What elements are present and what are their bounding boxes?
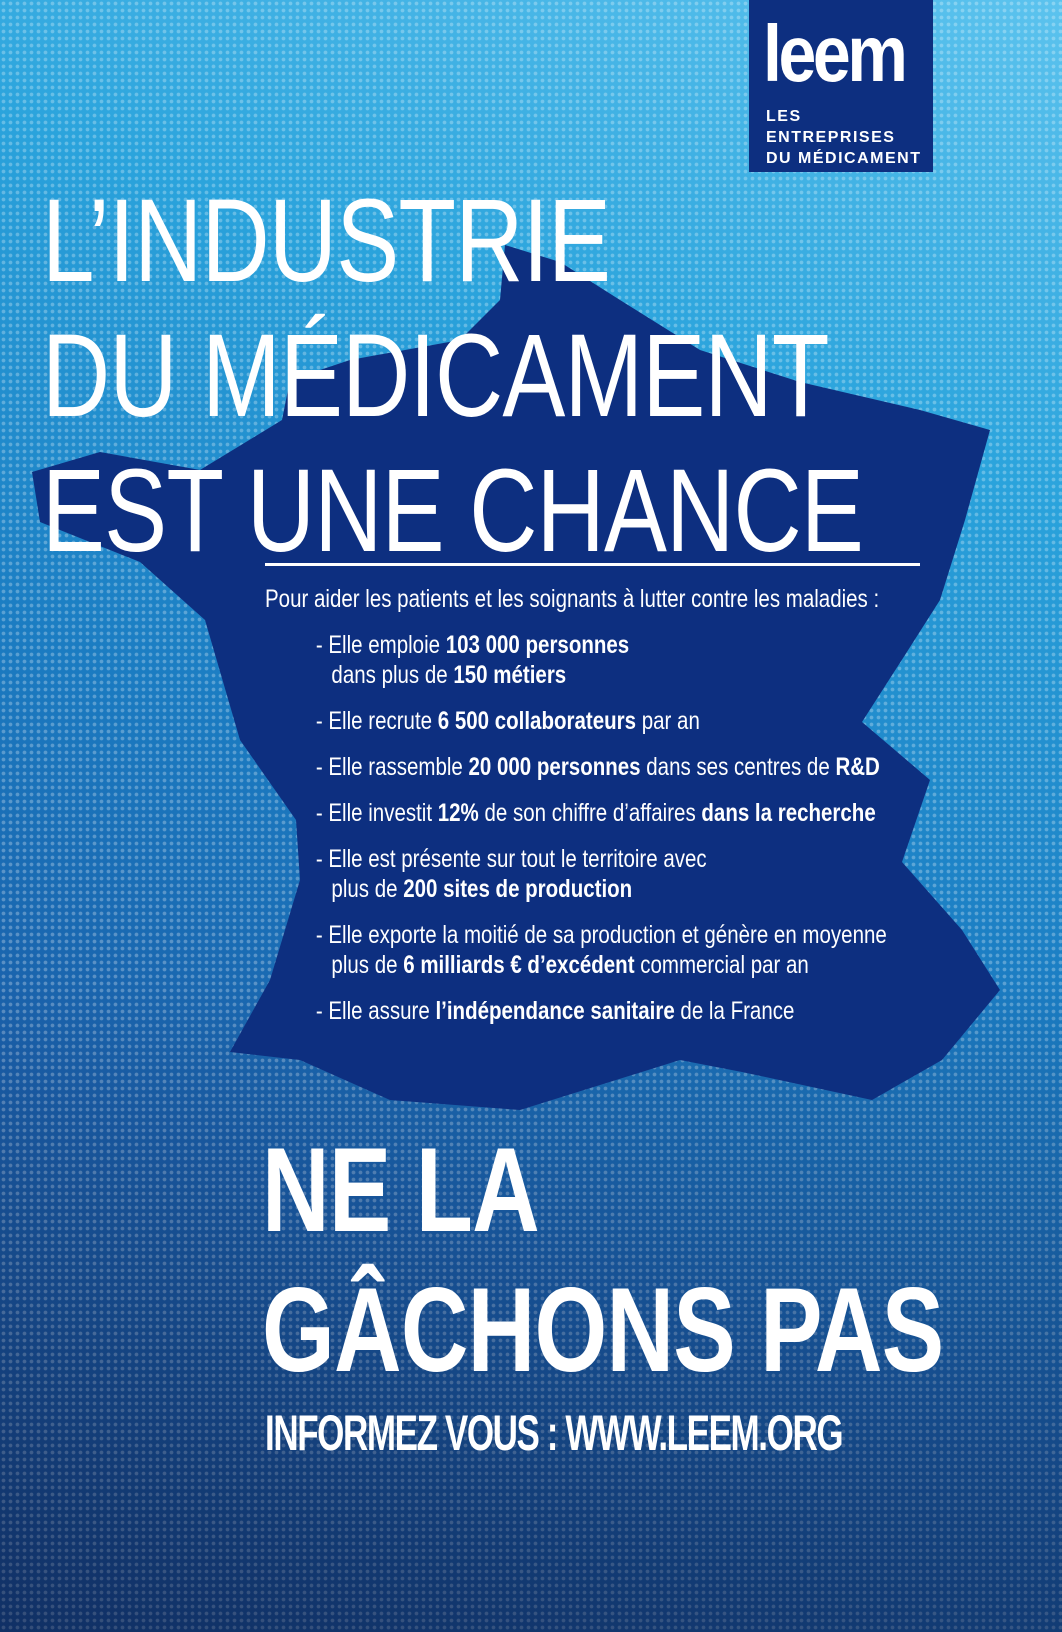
slogan: NE LA GÂCHONS PAS — [262, 1120, 944, 1400]
fact-text: - Elle assure — [315, 997, 436, 1025]
fact-highlight: 150 métiers — [453, 661, 567, 689]
fact-text: par an — [636, 707, 700, 735]
logo-tagline-line2: DU MÉDICAMENT — [766, 150, 922, 167]
website-call-to-action[interactable]: INFORMEZ VOUS : WWW.LEEM.ORG — [265, 1405, 844, 1461]
fact-highlight: 6 milliards € d’excédent — [403, 951, 635, 979]
fact-highlight: 200 sites de production — [403, 875, 633, 903]
fact-text: - Elle investit — [315, 799, 438, 827]
fact-text: commercial par an — [634, 951, 809, 979]
fact-continuation: dans plus de 150 métiers — [316, 660, 887, 690]
france-map-polygon — [32, 245, 1000, 1110]
slogan-line1: NE LA — [262, 1123, 540, 1257]
fact-text: - Elle emploie — [315, 631, 446, 659]
fact-text: dans ses centres de — [640, 753, 836, 781]
fact-highlight: 12% — [437, 799, 479, 827]
fact-text: de son chiffre d’affaires — [478, 799, 702, 827]
intro-text: Pour aider les patients et les soignants… — [265, 585, 880, 613]
fact-text: plus de — [331, 875, 404, 903]
headline-line3a: EST — [42, 445, 247, 577]
fact-continuation: plus de 200 sites de production — [316, 874, 887, 904]
headline-underline — [265, 563, 920, 566]
fact-highlight: 20 000 personnes — [468, 753, 641, 781]
fact-item: - Elle investit 12% de son chiffre d’aff… — [316, 798, 887, 828]
headline-line3: EST UNE CHANCE — [42, 444, 864, 579]
logo-tagline: LES ENTREPRISES DU MÉDICAMENT — [766, 106, 933, 169]
headline-line1: L’INDUSTRIE — [42, 175, 611, 307]
fact-item: - Elle emploie 103 000 personnes dans plu… — [316, 630, 887, 690]
headline: L’INDUSTRIE DU MÉDICAMENT EST UNE CHANCE — [42, 174, 864, 579]
slogan-line2: GÂCHONS PAS — [262, 1263, 944, 1397]
fact-text: - Elle rassemble — [315, 753, 469, 781]
facts-block: Pour aider les patients et les soignants… — [265, 584, 887, 1042]
fact-text: - Elle exporte la moitié de sa productio… — [315, 921, 887, 949]
fact-item: - Elle assure l’indépendance sanitaire d… — [316, 996, 887, 1026]
fact-highlight: l’indépendance sanitaire — [435, 997, 675, 1025]
fact-text: - Elle recrute — [315, 707, 438, 735]
fact-text: - Elle est présente sur tout le territoi… — [315, 845, 707, 873]
fact-highlight: 6 500 collaborateurs — [437, 707, 637, 735]
fact-text: plus de — [331, 951, 404, 979]
fact-item: - Elle exporte la moitié de sa productio… — [316, 920, 887, 980]
fact-highlight: 103 000 personnes — [445, 631, 630, 659]
fact-highlight: R&D — [835, 753, 880, 781]
fact-item: - Elle est présente sur tout le territoi… — [316, 844, 887, 904]
headline-line3b: UNE CHANCE — [246, 445, 864, 577]
fact-text: de la France — [674, 997, 795, 1025]
fact-highlight: dans la recherche — [701, 799, 876, 827]
logo-tagline-line1: LES ENTREPRISES — [766, 108, 896, 146]
fact-item: - Elle recrute 6 500 collaborateurs par … — [316, 706, 887, 736]
leem-logo[interactable]: leem LES ENTREPRISES DU MÉDICAMENT — [749, 0, 933, 172]
fact-item: - Elle rassemble 20 000 personnes dans s… — [316, 752, 887, 782]
fact-text: dans plus de — [331, 661, 454, 689]
headline-line2: DU MÉDICAMENT — [42, 310, 830, 442]
logo-wordmark: leem — [763, 9, 908, 98]
fact-continuation: plus de 6 milliards € d’excédent commerc… — [316, 950, 887, 980]
